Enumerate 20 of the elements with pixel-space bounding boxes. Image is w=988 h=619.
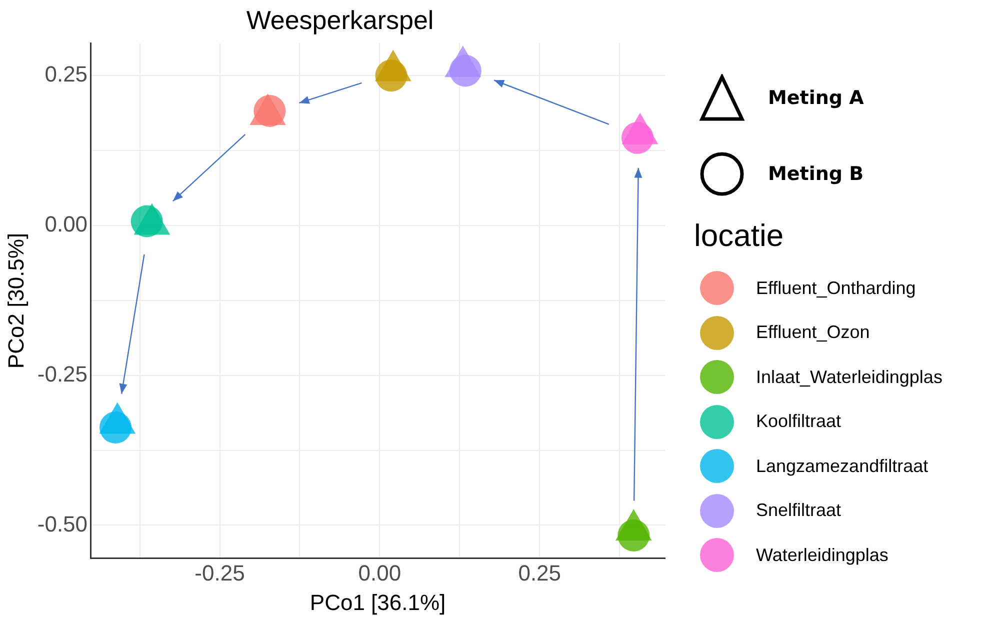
legend-label: Snelfiltraat: [756, 500, 842, 522]
y-tick-label: -0.25: [37, 361, 88, 386]
y-tick-label: -0.50: [37, 511, 88, 536]
legend-label: Effluent_Ontharding: [756, 278, 916, 299]
legend-label: Inlaat_Waterleidingplas: [756, 366, 942, 388]
x-axis-title: PCo1 [36.1%]: [310, 590, 446, 615]
y-tick-label: 0.25: [44, 62, 88, 87]
chart-title: Weesperkarspel: [246, 4, 434, 35]
legend-label: Waterleidingplas: [756, 544, 888, 566]
x-tick-label: 0.25: [518, 560, 562, 586]
x-tick-label: -0.25: [194, 560, 245, 586]
text: Meting B: [768, 163, 864, 185]
legend-label: Langzamezandfiltraat: [756, 456, 928, 477]
legend-label: Effluent_Ozon: [756, 322, 870, 344]
legend-label: Koolfiltraat: [756, 411, 842, 432]
legend-title: locatie: [694, 218, 785, 254]
text: Meting A: [768, 87, 864, 109]
x-tick-label: 0.00: [358, 560, 402, 586]
y-tick-label: 0.00: [44, 212, 88, 237]
y-axis-title: PCo2 [30.5%]: [3, 232, 28, 369]
